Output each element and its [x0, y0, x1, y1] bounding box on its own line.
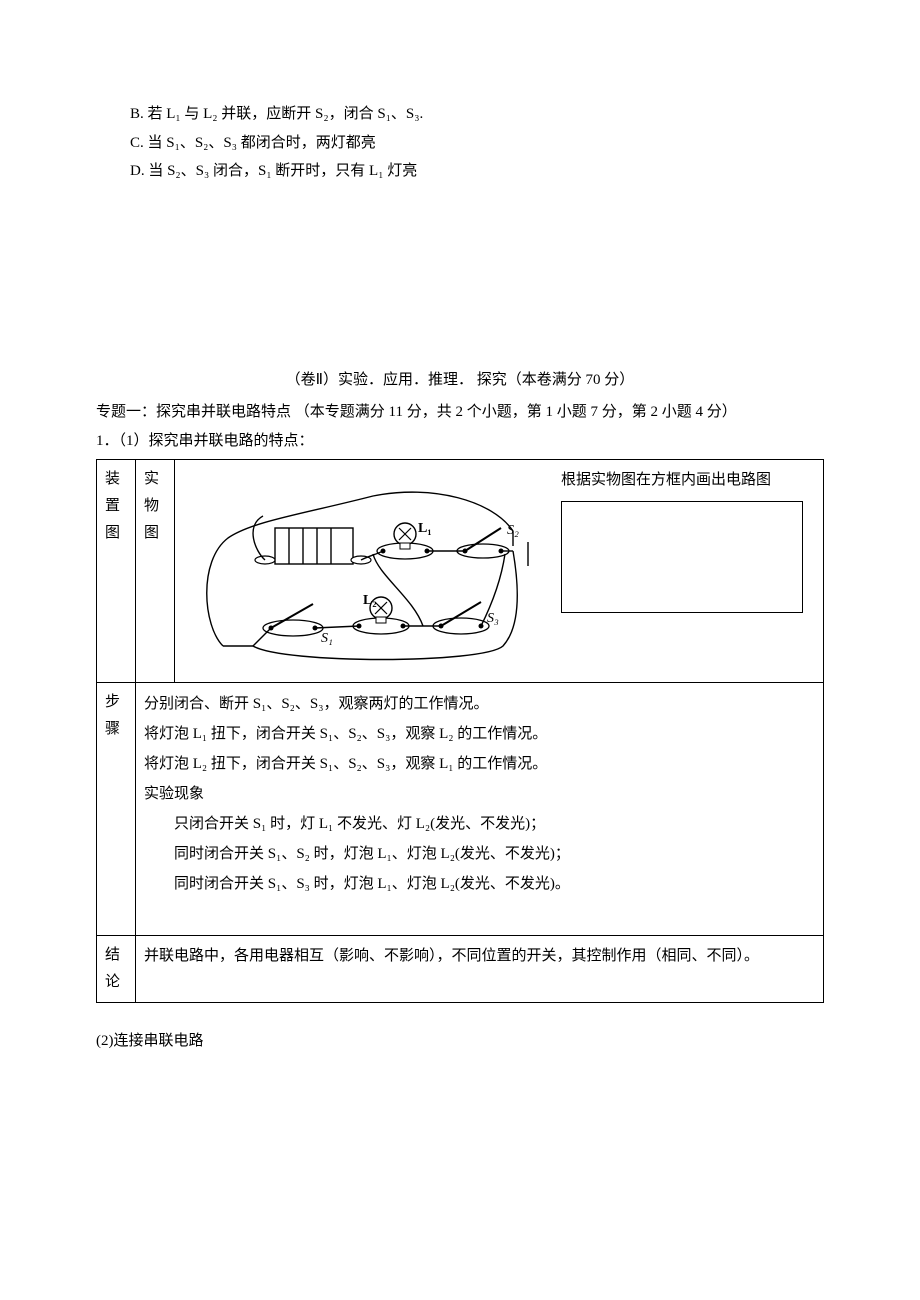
label-l1: L₁ [418, 521, 432, 536]
step-line-3: 将灯泡 L₂ 扭下，闭合开关 S₁、S₂、S₃，观察 L₁ 的工作情况。 [144, 756, 547, 772]
conclusion-cell: 并联电路中，各用电器相互（影响、不影响），不同位置的开关，其控制作用（相同、不同… [136, 936, 824, 1003]
row-conclusion: 结论 并联电路中，各用电器相互（影响、不影响），不同位置的开关，其控制作用（相同… [97, 936, 824, 1003]
option-b: B. 若 L₁ 与 L₂ 并联，应断开 S₂，闭合 S₁、S₃. [96, 100, 824, 129]
label-s2: S₂ [507, 523, 519, 538]
device-col-label: 装置图 [105, 466, 127, 547]
phenomena-label: 实验现象 [144, 786, 204, 802]
step-line-2: 将灯泡 L₁ 扭下，闭合开关 S₁、S₂、S₃，观察 L₂ 的工作情况。 [144, 726, 547, 742]
conclusion-col-label: 结论 [105, 942, 127, 996]
label-l2: L₂ [363, 593, 377, 608]
question-1-title: 1．（1）探究串并联电路的特点： [96, 427, 824, 456]
phenomenon-1: 只闭合开关 S₁ 时，灯 L₁ 不发光、灯 L₂(发光、不发光)； [144, 809, 815, 839]
option-d: D. 当 S₂、S₃ 闭合，S₁ 断开时，只有 L₁ 灯亮 [96, 157, 824, 186]
conclusion-text: 并联电路中，各用电器相互（影响、不影响），不同位置的开关，其控制作用（相同、不同… [144, 948, 759, 964]
switch-s2 [457, 528, 509, 558]
section-heading: （卷Ⅱ）实验．应用．推理． 探究（本卷满分 70 分） [96, 366, 824, 395]
physical-circuit-diagram: L₁ S₂ [183, 466, 543, 676]
step-line-1: 分别闭合、断开 S₁、S₂、S₃，观察两灯的工作情况。 [144, 696, 488, 712]
switch-s3 [433, 602, 489, 634]
battery [255, 528, 371, 564]
switch-s1 [263, 604, 323, 636]
steps-col-label: 步骤 [105, 689, 127, 743]
phenomenon-3: 同时闭合开关 S₁、S₃ 时，灯泡 L₁、灯泡 L₂(发光、不发光)。 [144, 869, 815, 899]
question-2-title: (2)连接串联电路 [96, 1027, 824, 1056]
row-device: 装置图 实物图 [97, 460, 824, 683]
label-s3: S₃ [487, 611, 499, 626]
topic-line: 专题一：探究串并联电路特点 （本专题满分 11 分，共 2 个小题，第 1 小题… [96, 398, 824, 427]
bulb-l2 [353, 597, 409, 634]
label-s1: S₁ [321, 631, 333, 646]
real-object-col-label: 实物图 [144, 466, 166, 547]
circuit-answer-box[interactable] [561, 501, 803, 613]
option-c: C. 当 S₁、S₂、S₃ 都闭合时，两灯都亮 [96, 129, 824, 158]
phenomenon-2: 同时闭合开关 S₁、S₂ 时，灯泡 L₁、灯泡 L₂(发光、不发光)； [144, 839, 815, 869]
steps-cell: 分别闭合、断开 S₁、S₂、S₃，观察两灯的工作情况。 将灯泡 L₁ 扭下，闭合… [136, 683, 824, 936]
circuit-box-prompt: 根据实物图在方框内画出电路图 [561, 466, 803, 495]
diagram-cell: L₁ S₂ [175, 460, 824, 683]
experiment-table: 装置图 实物图 [96, 459, 824, 1003]
row-steps: 步骤 分别闭合、断开 S₁、S₂、S₃，观察两灯的工作情况。 将灯泡 L₁ 扭下… [97, 683, 824, 936]
